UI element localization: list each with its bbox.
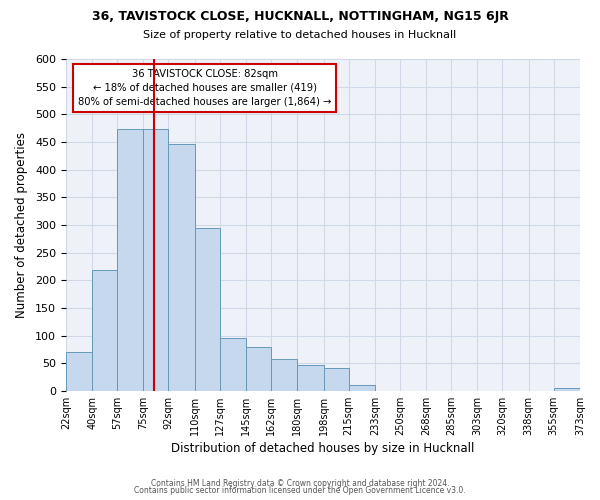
Bar [246, 346, 271, 391]
Text: Contains HM Land Registry data © Crown copyright and database right 2024.: Contains HM Land Registry data © Crown c… [151, 478, 449, 488]
Text: 36, TAVISTOCK CLOSE, HUCKNALL, NOTTINGHAM, NG15 6JR: 36, TAVISTOCK CLOSE, HUCKNALL, NOTTINGHA… [92, 10, 508, 23]
Bar [297, 365, 323, 391]
Bar [271, 360, 297, 391]
Bar [92, 270, 117, 391]
Bar [195, 228, 220, 391]
Text: 36 TAVISTOCK CLOSE: 82sqm
← 18% of detached houses are smaller (419)
80% of semi: 36 TAVISTOCK CLOSE: 82sqm ← 18% of detac… [78, 69, 331, 107]
Bar [323, 368, 349, 391]
Text: Size of property relative to detached houses in Hucknall: Size of property relative to detached ho… [143, 30, 457, 40]
Bar [169, 144, 195, 391]
Bar [117, 129, 143, 391]
Bar [349, 384, 375, 391]
Bar [143, 129, 169, 391]
Y-axis label: Number of detached properties: Number of detached properties [15, 132, 28, 318]
Text: Contains public sector information licensed under the Open Government Licence v3: Contains public sector information licen… [134, 486, 466, 495]
Bar [66, 352, 92, 391]
Bar [554, 388, 580, 391]
Bar [220, 338, 246, 391]
X-axis label: Distribution of detached houses by size in Hucknall: Distribution of detached houses by size … [171, 442, 475, 455]
